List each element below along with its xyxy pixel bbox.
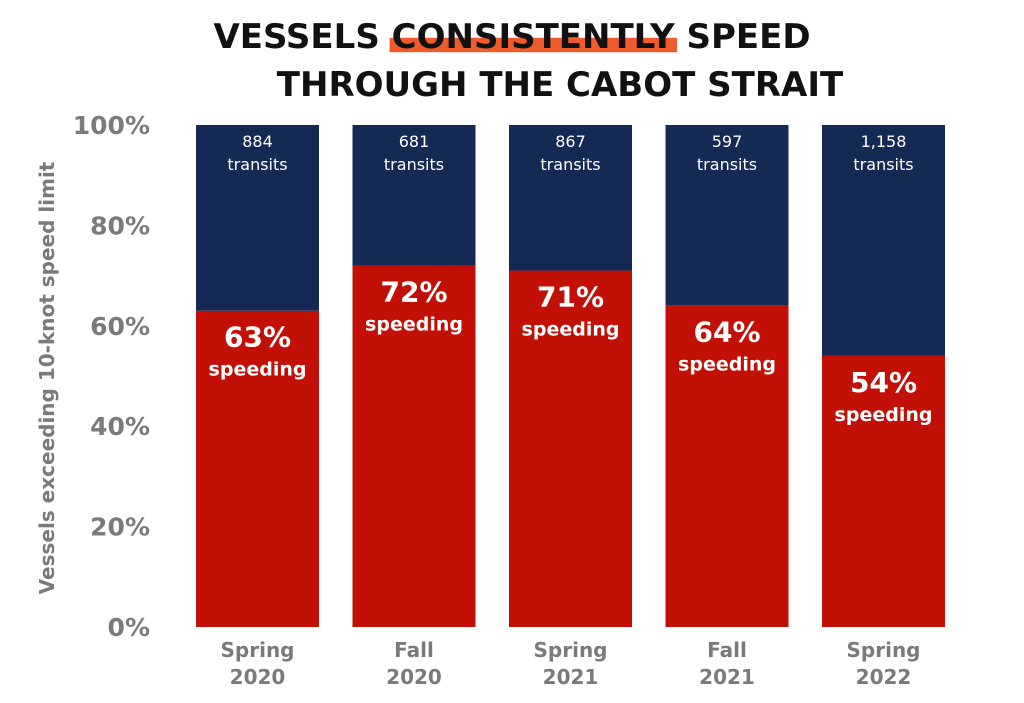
y-tick-label: 100%	[73, 111, 150, 140]
x-category-label-season: Spring	[847, 638, 921, 662]
data-labels: 884 transits 63% speeding 681 transits 72% spee…	[209, 132, 933, 426]
x-category-label-year: 2022	[856, 665, 912, 689]
chart-title-line-2: THROUGH THE CABOT STRAIT	[277, 65, 844, 105]
y-tick-label: 40%	[90, 412, 150, 441]
bar-remainder	[352, 125, 476, 266]
bar-speeding	[665, 305, 789, 627]
y-tick-label: 80%	[90, 211, 150, 240]
x-category-label-season: Fall	[707, 638, 747, 662]
x-axis-categories: Spring 2020 Fall 2020 Spring 2021 Fall 2021 Spri…	[221, 638, 921, 689]
bar-remainder	[822, 125, 945, 356]
x-category-label-season: Spring	[534, 638, 608, 662]
speeding-word-label: speeding	[835, 404, 933, 426]
speeding-percent-label: 63%	[224, 321, 291, 354]
bar-remainder	[509, 125, 632, 271]
speeding-word-label: speeding	[365, 314, 463, 336]
bar-speeding	[196, 310, 319, 627]
speeding-percent-label: 71%	[537, 281, 604, 314]
transits-word-label: transits	[697, 155, 757, 174]
bar-remainder	[665, 125, 789, 306]
speeding-word-label: speeding	[678, 354, 776, 376]
x-category-label-year: 2020	[230, 665, 286, 689]
y-axis-label: Vessels exceeding 10-knot speed limit	[35, 161, 59, 594]
bar-speeding	[509, 270, 632, 627]
transit-count-label: 867	[555, 132, 586, 151]
y-tick-label: 20%	[90, 513, 150, 542]
bars	[196, 125, 945, 627]
x-category-label-season: Spring	[221, 638, 295, 662]
speeding-word-label: speeding	[522, 319, 620, 341]
x-category-label-year: 2021	[699, 665, 755, 689]
speeding-percent-label: 54%	[850, 366, 917, 399]
transit-count-label: 681	[399, 132, 430, 151]
x-category-label-season: Fall	[394, 638, 434, 662]
transits-word-label: transits	[540, 155, 600, 174]
speeding-percent-label: 72%	[380, 276, 447, 309]
transits-word-label: transits	[853, 155, 913, 174]
chart-title-line-1: VESSELS CONSISTENTLY SPEED	[213, 17, 810, 57]
transit-count-label: 1,158	[861, 132, 907, 151]
chart-title: VESSELS CONSISTENTLY SPEED THROUGH THE C…	[213, 17, 844, 105]
speeding-percent-label: 64%	[693, 316, 760, 349]
transits-word-label: transits	[227, 155, 287, 174]
transit-count-label: 884	[242, 132, 273, 151]
title-text-highlight: CONSISTENTLY	[392, 17, 675, 57]
x-category-label-year: 2020	[386, 665, 442, 689]
title-text-after: SPEED	[675, 17, 811, 57]
y-axis-ticks: 0% 20% 40% 60% 80% 100%	[73, 111, 150, 642]
speeding-word-label: speeding	[209, 359, 307, 381]
title-highlight-bar	[389, 37, 678, 53]
y-tick-label: 60%	[90, 312, 150, 341]
bar-speeding	[822, 355, 945, 627]
bar-remainder	[196, 125, 319, 311]
title-text-before: VESSELS	[213, 17, 391, 57]
y-tick-label: 0%	[108, 613, 150, 642]
transit-count-label: 597	[712, 132, 743, 151]
x-category-label-year: 2021	[543, 665, 599, 689]
transits-word-label: transits	[384, 155, 444, 174]
bar-speeding	[352, 265, 476, 627]
